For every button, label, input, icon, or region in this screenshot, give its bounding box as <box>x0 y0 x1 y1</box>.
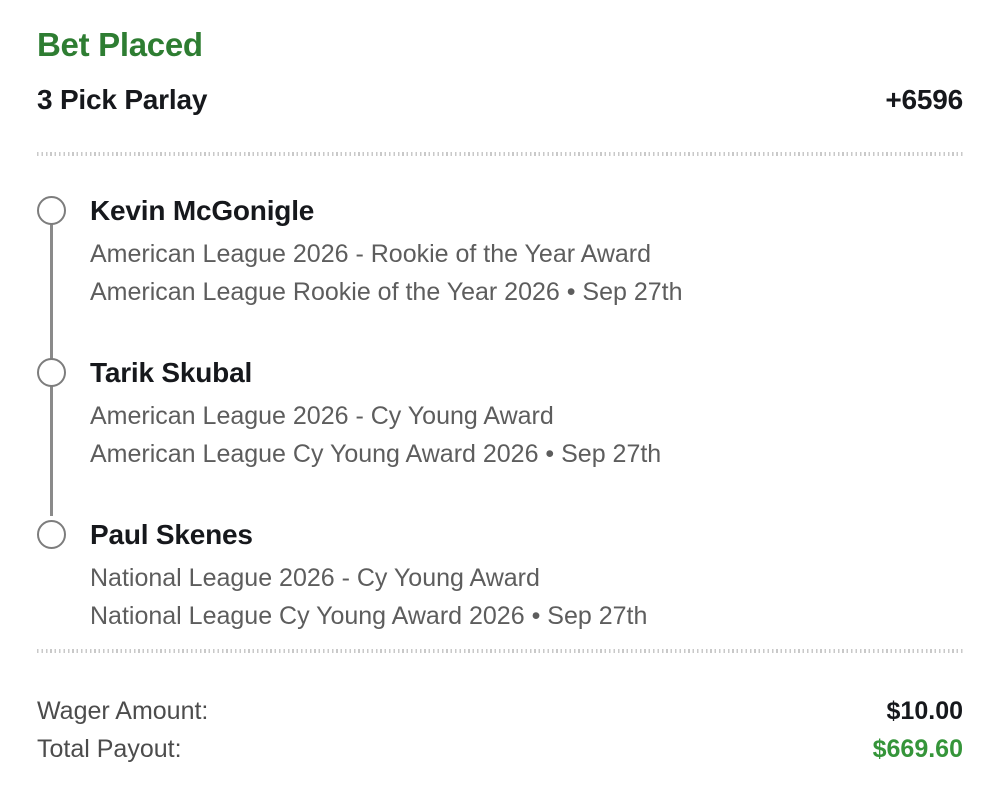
pick-name: Tarik Skubal <box>90 357 253 388</box>
payout-row: Total Payout: $669.60 <box>37 730 963 768</box>
top-divider <box>37 152 963 156</box>
pick-event: American League Cy Young Award 2026 • Se… <box>90 440 662 468</box>
pick-circle-icon <box>37 196 66 225</box>
wager-label: Wager Amount: <box>37 697 209 725</box>
pick-event: American League Rookie of the Year 2026 … <box>90 278 683 306</box>
picks-list: Kevin McGonigle American League 2026 - R… <box>37 194 963 680</box>
payout-value: $669.60 <box>872 735 963 763</box>
bet-summary-row: 3 Pick Parlay +6596 <box>37 84 963 116</box>
bet-type-label: 3 Pick Parlay <box>37 84 208 115</box>
wager-row: Wager Amount: $10.00 <box>37 692 963 730</box>
pick-circle-icon <box>37 520 66 549</box>
pick-event: National League Cy Young Award 2026 • Se… <box>90 602 648 630</box>
pick-item: Tarik Skubal American League 2026 - Cy Y… <box>37 356 963 473</box>
pick-market: American League 2026 - Cy Young Award <box>90 402 554 430</box>
pick-item: Paul Skenes National League 2026 - Cy Yo… <box>37 518 963 635</box>
bet-placed-title: Bet Placed <box>37 26 203 63</box>
pick-circle-icon <box>37 358 66 387</box>
bottom-divider <box>37 649 963 653</box>
pick-name: Paul Skenes <box>90 519 253 550</box>
pick-market: American League 2026 - Rookie of the Yea… <box>90 240 652 268</box>
pick-name: Kevin McGonigle <box>90 195 315 226</box>
payout-label: Total Payout: <box>37 735 182 763</box>
wager-value: $10.00 <box>886 697 963 725</box>
odds-value: +6596 <box>885 84 963 115</box>
bet-summary: Wager Amount: $10.00 Total Payout: $669.… <box>37 692 963 768</box>
pick-market: National League 2026 - Cy Young Award <box>90 564 540 592</box>
pick-item: Kevin McGonigle American League 2026 - R… <box>37 194 963 311</box>
